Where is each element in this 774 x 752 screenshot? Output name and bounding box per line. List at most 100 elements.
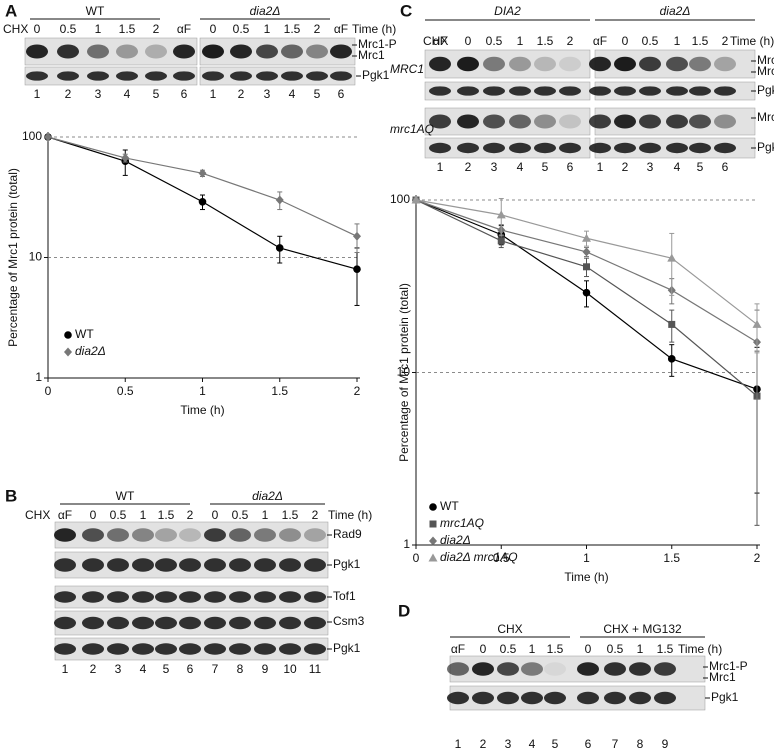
blot-band	[304, 591, 326, 603]
x-tick-label: 1.5	[271, 384, 288, 398]
y-tick-label: 100	[22, 129, 42, 143]
lane-label: 0.5	[607, 642, 624, 656]
group-label: DIA2	[494, 4, 521, 18]
x-tick-label: 1.5	[663, 551, 680, 565]
blot-band	[614, 86, 636, 96]
row-label: Pgk1	[757, 83, 774, 97]
blot-band	[173, 44, 195, 59]
blot-band	[279, 616, 301, 630]
lane-label: 2	[722, 34, 729, 48]
blot-band	[254, 591, 276, 603]
blot-band	[82, 643, 104, 655]
blot-band	[559, 114, 581, 129]
blot-band	[179, 558, 201, 572]
blot-band	[714, 86, 736, 96]
lane-number: 5	[314, 87, 321, 101]
treatment-label: CHX	[3, 22, 28, 36]
treatment-label: CHX	[423, 34, 448, 48]
blot-band	[229, 558, 251, 572]
lane-label: 1	[674, 34, 681, 48]
x-tick-label: 2	[354, 384, 361, 398]
blot-band	[155, 616, 177, 630]
blot-strip	[24, 66, 198, 86]
treatment-label: CHX	[25, 508, 50, 522]
blot-band	[132, 528, 154, 542]
lane-label: αF	[593, 34, 607, 48]
lane-number: 4	[517, 160, 524, 174]
group-label: dia2Δ	[660, 4, 691, 18]
lane-label: 1	[529, 642, 536, 656]
blot-band	[483, 142, 505, 154]
time-label: Time (h)	[678, 642, 722, 656]
lane-number: 6	[187, 662, 194, 676]
marker	[275, 244, 284, 252]
panel-label: B	[5, 486, 17, 505]
blot-band	[666, 114, 688, 129]
blot-band	[155, 591, 177, 603]
x-tick-label: 0	[413, 551, 420, 565]
lane-number: 7	[612, 737, 619, 751]
blot-band	[589, 86, 611, 96]
row-label: Mrc1-P	[757, 53, 774, 67]
blot-band	[429, 114, 451, 129]
blot-band	[281, 44, 303, 59]
blot-band	[281, 71, 303, 81]
marker	[497, 237, 505, 245]
blot-band	[179, 616, 201, 630]
blot-band	[639, 86, 661, 96]
blot-band	[229, 643, 251, 655]
blot-band	[629, 691, 651, 705]
blot-band	[589, 114, 611, 129]
lane-number: 4	[124, 87, 131, 101]
blot-band	[509, 56, 531, 72]
y-axis-label: Percentage of Mrc1 protein (total)	[6, 168, 20, 347]
row-label: Pgk1	[711, 690, 739, 704]
y-tick-label: 10	[397, 365, 411, 379]
marker	[275, 195, 284, 205]
marker	[411, 195, 421, 204]
y-tick-label: 1	[35, 370, 42, 384]
lane-label: 2	[314, 22, 321, 36]
marker	[582, 288, 591, 297]
lane-label: 0.5	[232, 508, 249, 522]
lane-label: 0.5	[110, 508, 127, 522]
blot-band	[204, 643, 226, 655]
blot-band	[279, 558, 301, 572]
row-label: Mrc1	[757, 110, 774, 124]
x-tick-label: 0	[45, 384, 52, 398]
blot-band	[689, 86, 711, 96]
blot-band	[254, 528, 276, 542]
lane-label: 1.5	[692, 34, 709, 48]
strain-label: mrc1AQ	[390, 122, 434, 136]
lane-label: 0	[585, 642, 592, 656]
blot-strip	[424, 107, 591, 136]
lane-number: 11	[309, 662, 322, 676]
row-label: Pgk1	[362, 68, 390, 82]
lane-number: 7	[212, 662, 219, 676]
blot-band	[472, 691, 494, 705]
blot-band	[534, 86, 556, 96]
blot-band	[614, 114, 636, 129]
blot-strip	[24, 37, 198, 66]
blot-band	[82, 528, 104, 542]
blot-band	[87, 44, 109, 59]
x-tick-label: 0.5	[117, 384, 134, 398]
blot-band	[26, 44, 48, 59]
lane-label: 1.5	[158, 508, 175, 522]
lane-label: 1	[264, 22, 271, 36]
lane-number: 8	[237, 662, 244, 676]
panel-label: C	[400, 1, 412, 20]
blot-band	[229, 591, 251, 603]
lane-label: αF	[433, 34, 447, 48]
blot-band	[202, 71, 224, 81]
blot-band	[173, 71, 195, 81]
row-label: Mrc1	[358, 48, 385, 62]
marker	[198, 197, 207, 206]
blot-band	[179, 528, 201, 542]
blot-band	[521, 662, 543, 676]
marker	[582, 233, 591, 242]
blot-band	[689, 114, 711, 129]
lane-number: 1	[210, 87, 217, 101]
marker	[582, 247, 591, 257]
legend-marker	[428, 553, 438, 562]
